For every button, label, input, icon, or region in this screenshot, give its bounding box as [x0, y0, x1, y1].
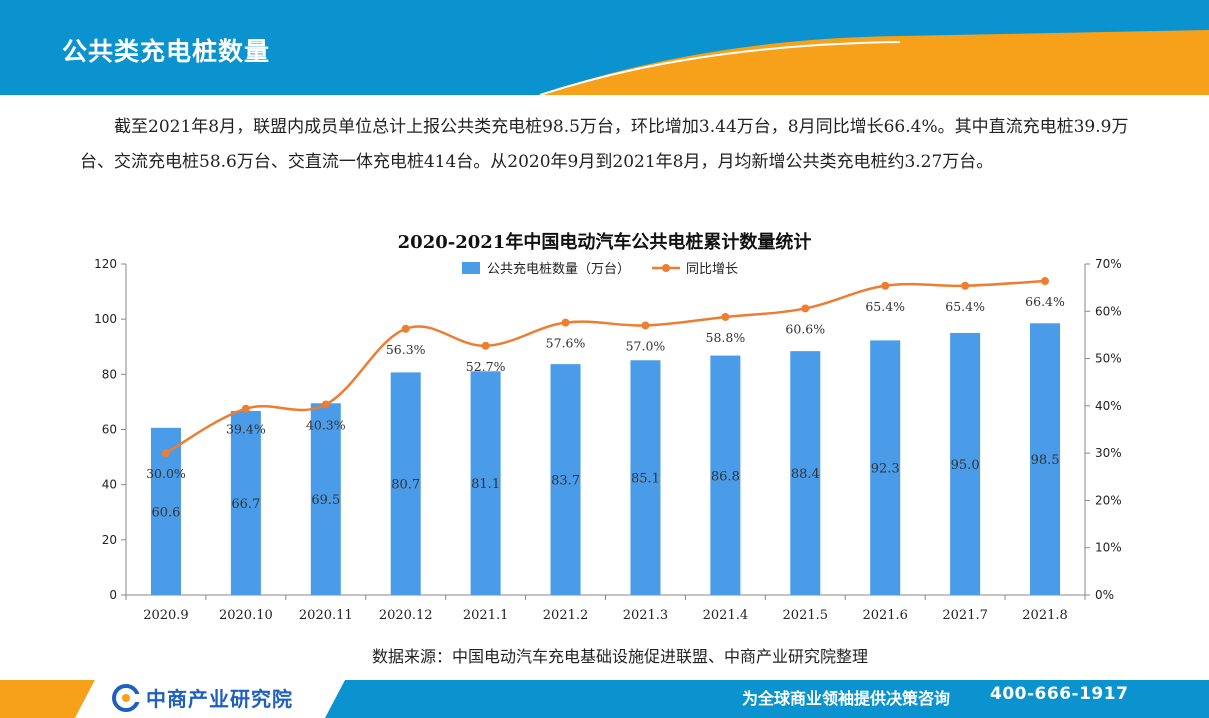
growth-value-label: 30.0% — [146, 466, 186, 481]
footer-slogan: 为全球商业领袖提供决策咨询 — [742, 689, 951, 708]
y-tick-label-left: 60 — [102, 423, 117, 437]
y-tick-label-right: 40% — [1095, 399, 1122, 413]
legend-bar-swatch — [462, 262, 480, 274]
bar-value-label: 95.0 — [951, 458, 980, 473]
bar-value-label: 60.6 — [151, 505, 180, 520]
y-tick-label-left: 20 — [102, 533, 117, 547]
bar-value-label: 80.7 — [391, 478, 420, 493]
growth-point — [961, 281, 970, 290]
x-tick-label: 2021.5 — [783, 608, 829, 623]
bar-value-label: 81.1 — [471, 477, 500, 492]
x-tick-label: 2021.6 — [862, 608, 908, 623]
x-tick-label: 2021.1 — [463, 608, 509, 623]
legend-line-marker — [662, 264, 670, 272]
y-tick-label-right: 70% — [1095, 257, 1122, 271]
footer-band — [0, 680, 1209, 718]
growth-point — [481, 341, 490, 350]
chart-title: 2020-2021年中国电动汽车公共电桩累计数量统计 — [397, 232, 812, 253]
footer-phone: 400-666-1917 — [990, 684, 1129, 704]
bar — [710, 355, 741, 595]
bar-value-label: 83.7 — [551, 474, 580, 489]
bar-value-label: 88.4 — [791, 467, 820, 482]
growth-value-label: 60.6% — [785, 321, 825, 336]
growth-point — [1041, 277, 1050, 286]
y-tick-label-left: 100 — [94, 312, 117, 326]
bar — [230, 411, 261, 595]
y-tick-label-left: 120 — [94, 257, 117, 271]
brand-logo-icon — [112, 683, 140, 712]
growth-value-label: 65.4% — [945, 299, 985, 314]
y-tick-label-right: 60% — [1095, 304, 1122, 318]
bar-value-label: 69.5 — [311, 493, 340, 508]
y-tick-label-left: 0 — [109, 588, 117, 602]
x-tick-label: 2021.7 — [942, 608, 988, 623]
bar-value-label: 98.5 — [1031, 453, 1060, 468]
growth-value-label: 56.3% — [386, 342, 426, 357]
y-tick-label-right: 50% — [1095, 352, 1122, 366]
y-tick-label-right: 10% — [1095, 541, 1122, 555]
bar-value-label: 66.7 — [231, 497, 260, 512]
x-tick-label: 2020.12 — [379, 608, 433, 623]
x-tick-label: 2021.4 — [703, 608, 749, 623]
growth-point — [641, 321, 650, 330]
x-tick-label: 2020.11 — [299, 608, 353, 623]
y-tick-label-right: 30% — [1095, 446, 1122, 460]
bar — [790, 351, 821, 595]
bar — [870, 340, 901, 595]
growth-value-label: 58.8% — [706, 330, 746, 345]
y-tick-label-right: 20% — [1095, 493, 1122, 507]
growth-value-label: 40.3% — [306, 417, 346, 432]
x-tick-label: 2020.9 — [143, 608, 189, 623]
growth-value-label: 57.6% — [546, 336, 586, 351]
bar — [630, 360, 661, 595]
bar-value-label: 86.8 — [711, 469, 740, 484]
bar — [310, 403, 341, 595]
footer-logo: 中商产业研究院 — [112, 683, 293, 712]
growth-point — [721, 312, 730, 321]
legend-bar-label: 公共充电桩数量（万台） — [487, 261, 630, 277]
x-tick-label: 2021.8 — [1022, 608, 1068, 623]
bar-value-label: 92.3 — [871, 462, 900, 477]
growth-point — [241, 404, 250, 413]
header-band — [0, 0, 1209, 95]
x-tick-label: 2021.2 — [543, 608, 589, 623]
legend-line-label: 同比增长 — [686, 262, 738, 277]
growth-point — [161, 449, 170, 458]
y-tick-label-left: 80 — [102, 367, 117, 381]
growth-value-label: 52.7% — [466, 359, 506, 374]
growth-point — [801, 304, 810, 313]
growth-point — [881, 281, 890, 290]
bar — [390, 372, 421, 595]
bar — [1030, 323, 1061, 595]
growth-value-label: 65.4% — [865, 299, 905, 314]
page-title: 公共类充电桩数量 — [62, 37, 271, 66]
x-tick-label: 2021.3 — [623, 608, 669, 623]
intro-text: 截至2021年8月，联盟内成员单位总计上报公共类充电桩98.5万台，环比增加3.… — [80, 110, 1160, 180]
bar — [550, 364, 581, 595]
chart: 0 20 40 60 80 100 120 0% 10% 20% 30% 40% 50% 60% 70% 20… — [94, 257, 1122, 623]
growth-point — [321, 400, 330, 409]
growth-value-label: 66.4% — [1025, 294, 1065, 309]
bar — [950, 332, 981, 595]
growth-point — [401, 324, 410, 333]
footer-brand: 中商产业研究院 — [146, 687, 293, 711]
growth-point — [561, 318, 570, 327]
y-tick-label-right: 0% — [1095, 588, 1114, 602]
growth-value-label: 57.0% — [626, 338, 666, 353]
x-tick-label: 2020.10 — [219, 608, 273, 623]
intro-paragraph: 截至2021年8月，联盟内成员单位总计上报公共类充电桩98.5万台，环比增加3.… — [80, 117, 1129, 172]
data-source: 数据来源：中国电动汽车充电基础设施促进联盟、中商产业研究院整理 — [371, 647, 868, 666]
y-tick-label-left: 40 — [102, 478, 117, 492]
bar — [470, 371, 501, 595]
growth-line — [165, 279, 1046, 455]
bar-value-label: 85.1 — [631, 472, 660, 487]
growth-value-label: 39.4% — [226, 422, 266, 437]
